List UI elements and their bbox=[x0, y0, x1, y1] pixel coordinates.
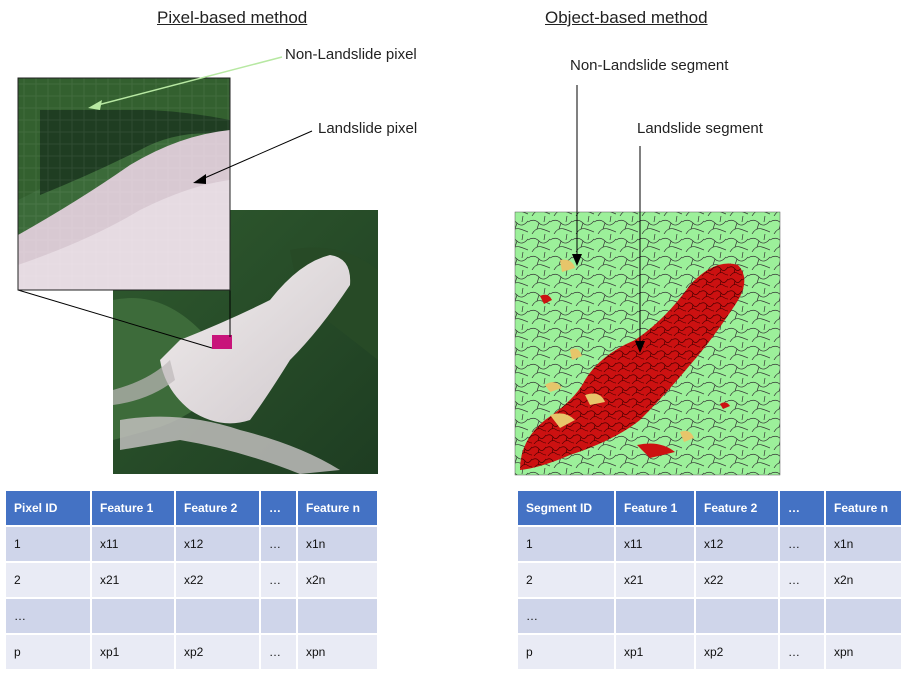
table-cell: x11 bbox=[616, 527, 694, 561]
table-cell bbox=[616, 599, 694, 633]
segment-feature-table: Segment ID Feature 1 Feature 2 … Feature… bbox=[516, 489, 903, 671]
arrow-head-icon bbox=[88, 100, 102, 110]
table-cell: xp1 bbox=[616, 635, 694, 669]
pixel-feature-table: Pixel ID Feature 1 Feature 2 … Feature n… bbox=[4, 489, 379, 671]
table-cell: x22 bbox=[696, 563, 778, 597]
table-header: Feature 2 bbox=[696, 491, 778, 525]
table-cell: 2 bbox=[6, 563, 90, 597]
arrow-head-icon bbox=[635, 341, 645, 353]
table-cell bbox=[696, 599, 778, 633]
segmented-image bbox=[514, 211, 781, 476]
table-row: 2 x21 x22 … x2n bbox=[518, 563, 901, 597]
table-cell: x2n bbox=[298, 563, 377, 597]
table-cell: xpn bbox=[826, 635, 901, 669]
table-header: … bbox=[780, 491, 824, 525]
table-row: p xp1 xp2 … xpn bbox=[518, 635, 901, 669]
table-cell: x1n bbox=[826, 527, 901, 561]
table-header: Feature 1 bbox=[616, 491, 694, 525]
landslide-segment-label: Landslide segment bbox=[637, 120, 763, 137]
table-header: Feature n bbox=[298, 491, 377, 525]
table-cell: … bbox=[780, 563, 824, 597]
table-cell: xp1 bbox=[92, 635, 174, 669]
table-cell: xp2 bbox=[696, 635, 778, 669]
table-cell bbox=[298, 599, 377, 633]
table-header-row: Segment ID Feature 1 Feature 2 … Feature… bbox=[518, 491, 901, 525]
zoomed-pixel-inset bbox=[17, 77, 231, 291]
table-header-row: Pixel ID Feature 1 Feature 2 … Feature n bbox=[6, 491, 377, 525]
table-cell: x22 bbox=[176, 563, 259, 597]
table-cell: x12 bbox=[176, 527, 259, 561]
table-cell: p bbox=[6, 635, 90, 669]
table-cell bbox=[176, 599, 259, 633]
table-row: 1 x11 x12 … x1n bbox=[6, 527, 377, 561]
table-cell: … bbox=[6, 599, 90, 633]
table-cell: x2n bbox=[826, 563, 901, 597]
table-cell bbox=[780, 599, 824, 633]
table-cell: … bbox=[518, 599, 614, 633]
table-cell bbox=[261, 599, 296, 633]
table-row: … bbox=[518, 599, 901, 633]
pixel-method-title: Pixel-based method bbox=[157, 8, 308, 27]
table-header: … bbox=[261, 491, 296, 525]
landslide-pixel-label: Landslide pixel bbox=[318, 120, 418, 137]
table-row: 2 x21 x22 … x2n bbox=[6, 563, 377, 597]
nonlandslide-segment-label: Non-Landslide segment bbox=[570, 57, 729, 74]
table-cell bbox=[826, 599, 901, 633]
table-cell: … bbox=[780, 635, 824, 669]
table-cell: 1 bbox=[6, 527, 90, 561]
table-cell bbox=[92, 599, 174, 633]
table-header: Feature 2 bbox=[176, 491, 259, 525]
table-header: Feature 1 bbox=[92, 491, 174, 525]
table-header: Feature n bbox=[826, 491, 901, 525]
table-cell: xp2 bbox=[176, 635, 259, 669]
table-header: Pixel ID bbox=[6, 491, 90, 525]
table-row: … bbox=[6, 599, 377, 633]
nonlandslide-pixel-label: Non-Landslide pixel bbox=[285, 46, 417, 63]
arrow-head-icon bbox=[193, 174, 206, 184]
table-cell: xpn bbox=[298, 635, 377, 669]
table-cell: 1 bbox=[518, 527, 614, 561]
arrow-head-icon bbox=[572, 254, 582, 266]
highlight-pixel bbox=[212, 335, 232, 349]
table-cell: … bbox=[261, 635, 296, 669]
table-cell: x21 bbox=[616, 563, 694, 597]
table-row: 1 x11 x12 … x1n bbox=[518, 527, 901, 561]
table-cell: … bbox=[780, 527, 824, 561]
table-cell: … bbox=[261, 563, 296, 597]
table-cell: … bbox=[261, 527, 296, 561]
table-cell: x12 bbox=[696, 527, 778, 561]
object-method-title: Object-based method bbox=[545, 8, 708, 27]
table-cell: x21 bbox=[92, 563, 174, 597]
table-cell: p bbox=[518, 635, 614, 669]
table-cell: 2 bbox=[518, 563, 614, 597]
table-cell: x11 bbox=[92, 527, 174, 561]
table-header: Segment ID bbox=[518, 491, 614, 525]
table-row: p xp1 xp2 … xpn bbox=[6, 635, 377, 669]
table-cell: x1n bbox=[298, 527, 377, 561]
